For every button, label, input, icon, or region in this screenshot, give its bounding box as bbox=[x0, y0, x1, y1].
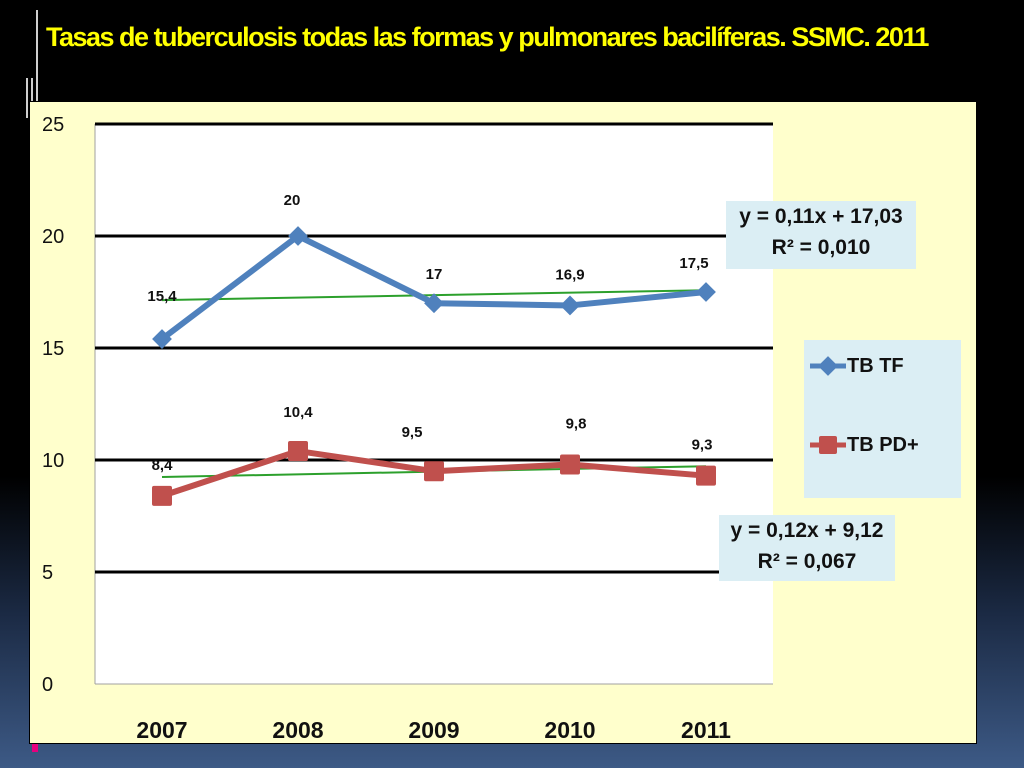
data-point bbox=[696, 465, 716, 486]
data-label: 15,4 bbox=[147, 288, 177, 305]
x-tick-label: 2009 bbox=[408, 717, 459, 743]
equation-text: y = 0,11x + 17,03 bbox=[739, 205, 903, 228]
data-point bbox=[424, 461, 444, 482]
data-point bbox=[560, 454, 580, 475]
legend-label: TB TF bbox=[847, 355, 904, 377]
decorative-line bbox=[36, 10, 38, 125]
r2-text: R² = 0,067 bbox=[757, 550, 857, 573]
diamond-marker-icon bbox=[810, 356, 846, 376]
trendline-equation-tb-pd: y = 0,12x + 9,12 R² = 0,067 bbox=[719, 515, 895, 581]
y-tick-labels: 0 5 10 15 20 25 bbox=[42, 114, 64, 696]
decorative-line bbox=[31, 78, 33, 118]
data-label: 8,4 bbox=[152, 457, 174, 474]
data-label: 16,9 bbox=[555, 266, 584, 283]
data-label: 20 bbox=[284, 192, 301, 209]
decorative-line bbox=[26, 78, 28, 118]
y-tick-label: 5 bbox=[42, 562, 53, 584]
data-point bbox=[560, 295, 580, 316]
y-tick-label: 20 bbox=[42, 226, 64, 248]
equation-text: y = 0,12x + 9,12 bbox=[730, 519, 884, 542]
trendline-equation-tb-tf: y = 0,11x + 17,03 R² = 0,010 bbox=[726, 201, 916, 269]
y-tick-label: 25 bbox=[42, 114, 64, 136]
data-label: 10,4 bbox=[283, 404, 313, 421]
series-lines bbox=[152, 226, 716, 506]
data-label: 9,8 bbox=[566, 415, 587, 432]
data-point bbox=[288, 441, 308, 462]
x-tick-label: 2010 bbox=[544, 717, 595, 743]
x-tick-labels: 2007 2008 2009 2010 2011 bbox=[136, 717, 731, 743]
y-tick-label: 0 bbox=[42, 674, 53, 696]
chart-legend: TB TF TB PD+ bbox=[804, 340, 961, 498]
decorative-mark bbox=[32, 744, 38, 752]
slide-title: Tasas de tuberculosis todas las formas y… bbox=[46, 22, 929, 52]
data-label: 17 bbox=[426, 266, 443, 283]
r2-text: R² = 0,010 bbox=[771, 236, 871, 259]
data-labels: 15,4 20 17 16,9 17,5 8,4 10,4 9,5 9,8 9,3 bbox=[147, 192, 712, 474]
legend-item-tb-pd: TB PD+ bbox=[804, 429, 961, 459]
gridlines bbox=[95, 122, 773, 574]
data-point bbox=[424, 293, 444, 314]
x-tick-label: 2008 bbox=[272, 717, 323, 743]
x-tick-label: 2007 bbox=[136, 717, 187, 743]
data-label: 9,3 bbox=[692, 437, 713, 454]
data-label: 9,5 bbox=[402, 424, 423, 441]
data-point bbox=[696, 282, 716, 302]
plot-area bbox=[95, 124, 773, 684]
data-point bbox=[152, 485, 172, 506]
square-marker-icon bbox=[810, 436, 846, 454]
data-point bbox=[288, 226, 308, 246]
y-tick-label: 10 bbox=[42, 450, 64, 472]
legend-item-tb-tf: TB TF bbox=[804, 350, 961, 380]
legend-label: TB PD+ bbox=[847, 434, 919, 456]
x-tick-label: 2011 bbox=[681, 717, 731, 743]
data-label: 17,5 bbox=[679, 255, 708, 272]
y-tick-label: 15 bbox=[42, 338, 64, 360]
data-point bbox=[152, 329, 172, 349]
